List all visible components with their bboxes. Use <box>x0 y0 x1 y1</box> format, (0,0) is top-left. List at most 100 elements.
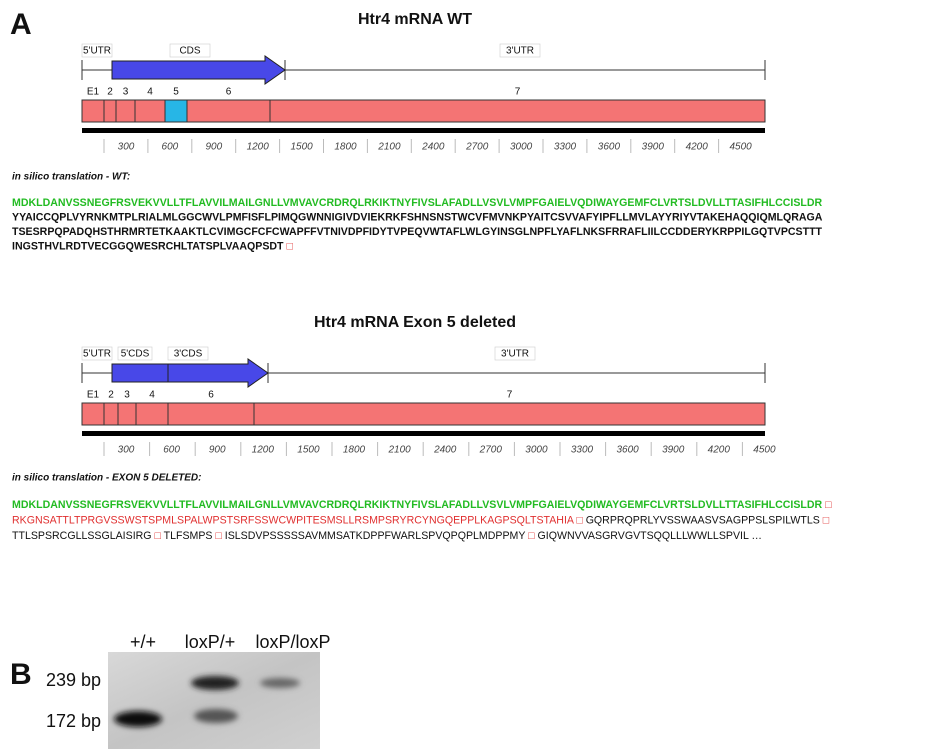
scale-tick-label: 1500 <box>290 142 313 153</box>
exon-label: 2 <box>107 87 113 98</box>
scale-tick-label: 2100 <box>377 142 401 153</box>
sequence-segment: MDKLDANVSSNEGFRSVEKVVLLTFLAVVILMAILGNLLV… <box>12 499 823 511</box>
gel <box>108 652 320 749</box>
exon <box>116 100 135 122</box>
region-label: 5'UTR <box>83 46 111 57</box>
sequence-segment: □ <box>212 530 224 542</box>
sequence-segment: □ <box>284 240 294 252</box>
sequence-line: INGSTHVLRDTVECGGQWESRCHLTATSPLVAAQPSDT □ <box>12 240 293 252</box>
gel-band <box>191 676 239 690</box>
exon <box>135 100 165 122</box>
scale-tick-label: 3000 <box>510 142 533 153</box>
exon-label: 7 <box>507 390 513 401</box>
exon <box>82 100 104 122</box>
scale-tick-label: 4500 <box>729 142 752 153</box>
scale-tick-label: 600 <box>163 445 180 456</box>
exon <box>165 100 187 122</box>
scale-tick-label: 2700 <box>479 445 503 456</box>
sequence-line: YYAICCQPLVYRNKMTPLRIALMLGGCWVLPMFISFLPIM… <box>12 211 823 223</box>
scale-tick-label: 3300 <box>571 445 594 456</box>
scale-tick-label: 1800 <box>334 142 357 153</box>
scale-tick-label: 1500 <box>297 445 320 456</box>
sequence-segment: □ <box>573 514 585 526</box>
translation-label: in silico translation - EXON 5 DELETED: <box>12 473 201 484</box>
translation-label: in silico translation - WT: <box>12 172 130 183</box>
sequence-segment: TTLSPSRCGLLSSGLAISIRG <box>12 530 152 542</box>
scale-bar <box>82 128 765 133</box>
panel-label: A <box>10 8 32 41</box>
cds-arrow <box>112 359 268 387</box>
exon-label: 3 <box>123 87 129 98</box>
gel-band <box>260 678 300 688</box>
sequence-segment: GIQWNVVASGRVGVTSQQLLLWWLLSPVIL … <box>538 530 763 542</box>
band-label: 239 bp <box>46 670 101 690</box>
exon <box>104 403 118 425</box>
scale-bar <box>82 431 765 436</box>
exon-label: 2 <box>108 390 114 401</box>
sequence-segment: □ <box>820 514 830 526</box>
sequence-line: TSESRPQPADQHSTHRMRTETKAAKTLCVIMGCFCFCWAP… <box>12 226 823 238</box>
scale-tick-label: 1200 <box>252 445 275 456</box>
sequence-segment: INGSTHVLRDTVECGGQWESRCHLTATSPLVAAQPSDT <box>12 240 284 252</box>
scale-tick-label: 4500 <box>753 445 776 456</box>
sequence-segment: □ <box>822 499 832 511</box>
region-label: 3'UTR <box>501 349 529 360</box>
exon-label: 6 <box>226 87 232 98</box>
scale-tick-label: 1200 <box>247 142 270 153</box>
gel-background <box>108 652 320 749</box>
scale-tick-label: 2100 <box>387 445 411 456</box>
gel-band <box>194 709 238 723</box>
lane-label: loxP/loxP <box>255 632 330 652</box>
sequence-line: MDKLDANVSSNEGFRSVEKVVLLTFLAVVILMAILGNLLV… <box>12 499 832 511</box>
scale-tick-label: 4200 <box>686 142 709 153</box>
exon-label: 6 <box>208 390 214 401</box>
scale-tick-label: 3900 <box>642 142 665 153</box>
exon <box>118 403 136 425</box>
sequence-segment: □ <box>525 530 537 542</box>
band-label: 172 bp <box>46 711 101 731</box>
scale-tick-label: 1800 <box>343 445 366 456</box>
sequence-segment: GQRPRQPRLYVSSWAASVSAGPPSLSPILWTLS <box>586 514 820 526</box>
scale-tick-label: 600 <box>162 142 179 153</box>
scale-tick-label: 3900 <box>662 445 685 456</box>
sequence-line: TTLSPSRCGLLSSGLAISIRG □ TLFSMPS □ ISLSDV… <box>12 530 762 542</box>
sequence-segment: YYAICCQPLVYRNKMTPLRIALMLGGCWVLPMFISFLPIM… <box>12 211 823 223</box>
diagram-title: Htr4 mRNA WT <box>358 11 472 28</box>
scale-tick-label: 2400 <box>433 445 457 456</box>
region-label: 3'UTR <box>506 46 534 57</box>
panel-label: B <box>10 658 32 691</box>
scale-tick-label: 300 <box>118 445 135 456</box>
cds-arrow <box>112 56 285 84</box>
scale-tick-label: 4200 <box>708 445 731 456</box>
scale-tick-label: 2400 <box>421 142 445 153</box>
region-label: CDS <box>179 46 200 57</box>
scale-tick-label: 3600 <box>598 142 621 153</box>
exon-label: E1 <box>87 390 100 401</box>
sequence-line: RKGNSATTLTPRGVSSWSTSPMLSPALWPSTSRFSSWCWP… <box>12 514 830 526</box>
exon <box>270 100 765 122</box>
region-label: 5'UTR <box>83 349 111 360</box>
region-label: 5'CDS <box>121 349 150 360</box>
sequence-segment: □ <box>152 530 164 542</box>
sequence-segment: ISLSDVPSSSSSAVMMSATKDPPFWARLSPVQPQPLMDPP… <box>225 530 526 542</box>
exon <box>136 403 168 425</box>
scale-tick-label: 900 <box>209 445 226 456</box>
scale-tick-label: 3600 <box>616 445 639 456</box>
exon <box>168 403 254 425</box>
scale-tick-label: 300 <box>118 142 135 153</box>
region-label: 3'CDS <box>174 349 203 360</box>
exon-label: 4 <box>147 87 153 98</box>
exon <box>104 100 116 122</box>
sequence-segment: TSESRPQPADQHSTHRMRTETKAAKTLCVIMGCFCFCWAP… <box>12 226 823 238</box>
diagram-title: Htr4 mRNA Exon 5 deleted <box>314 314 516 331</box>
exon-label: 4 <box>149 390 155 401</box>
gel-band <box>114 711 162 727</box>
exon-label: E1 <box>87 87 100 98</box>
figure: A B +/+ loxP/+ loxP/loxP 239 bp 172 bp H… <box>0 0 950 749</box>
exon-label: 5 <box>173 87 179 98</box>
exon <box>254 403 765 425</box>
exon <box>82 403 104 425</box>
scale-tick-label: 2700 <box>465 142 489 153</box>
sequence-segment: MDKLDANVSSNEGFRSVEKVVLLTFLAVVILMAILGNLLV… <box>12 197 823 209</box>
lane-label: +/+ <box>130 632 156 652</box>
